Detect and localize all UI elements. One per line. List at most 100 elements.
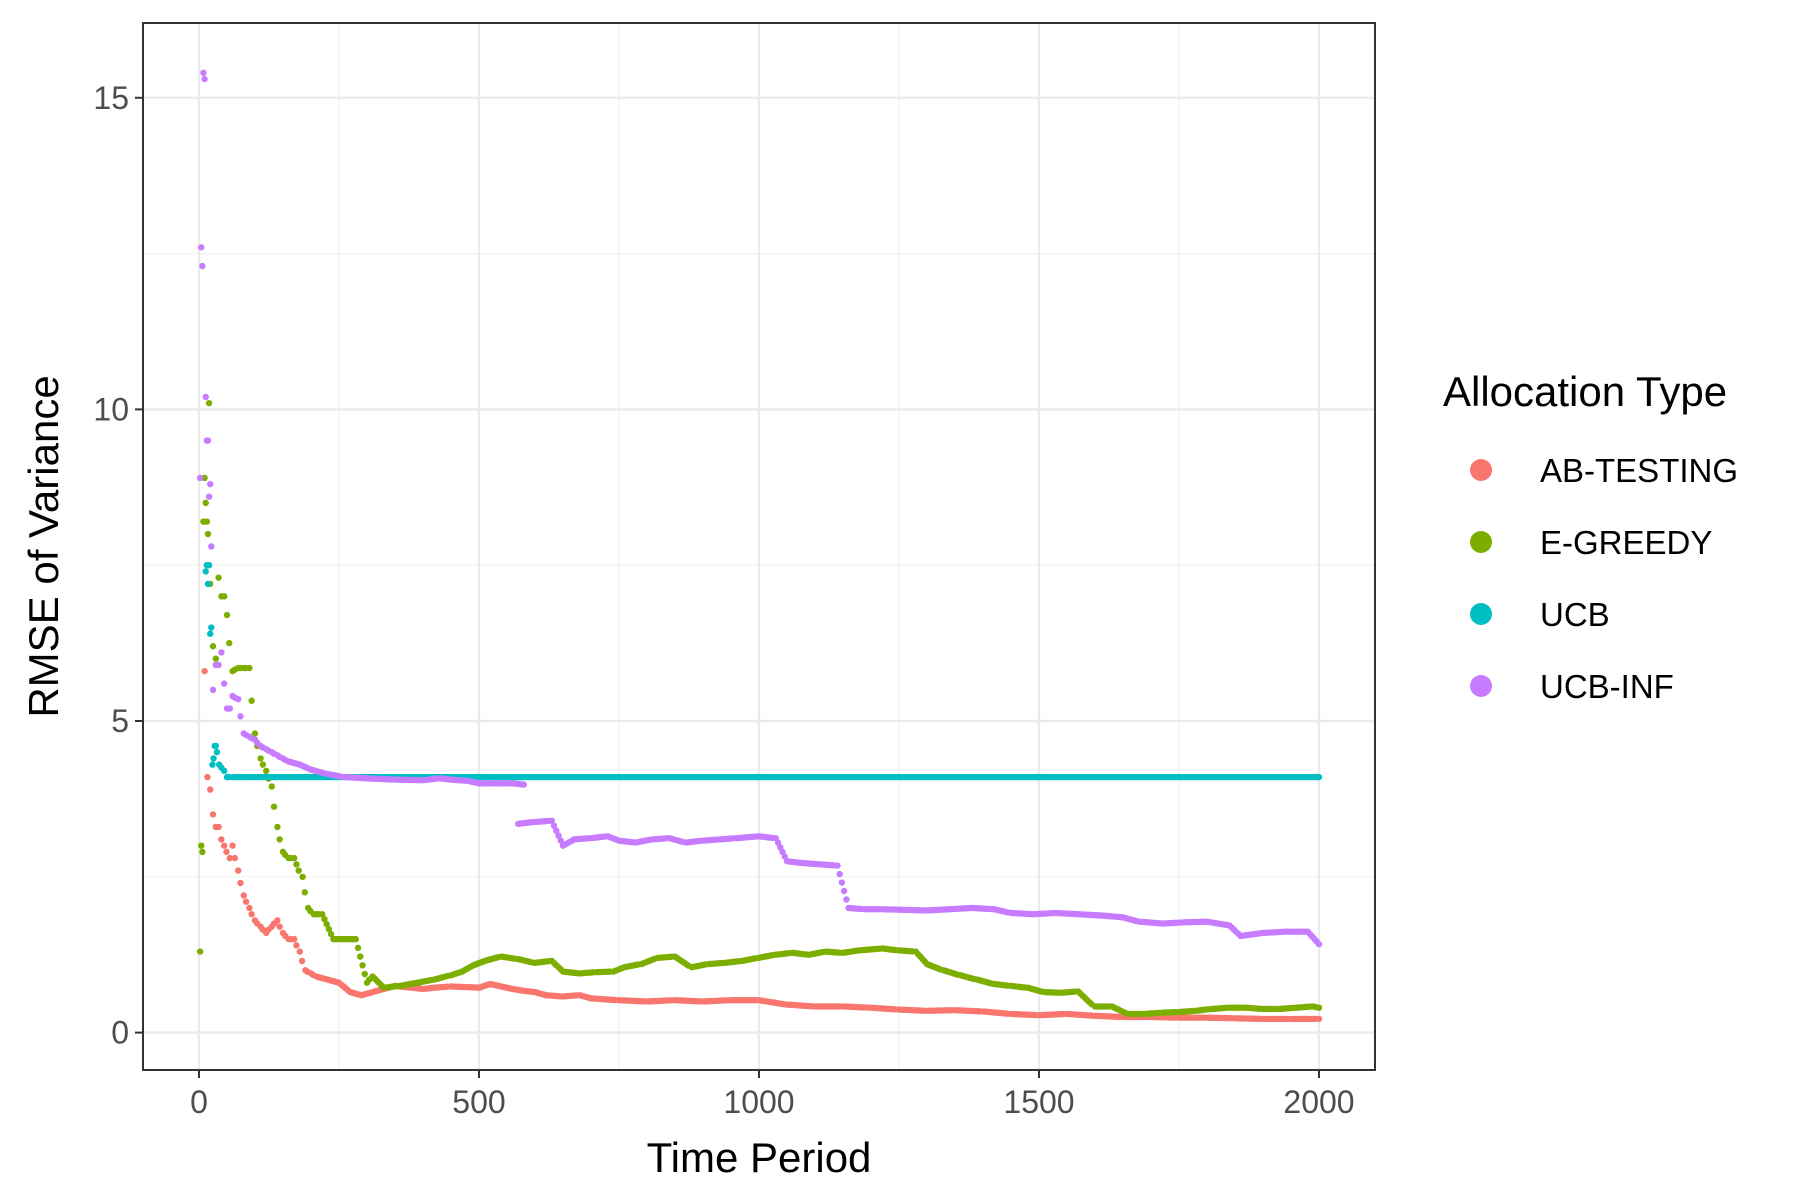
data-point <box>221 680 228 687</box>
x-tick-label: 500 <box>452 1084 505 1120</box>
data-point <box>553 827 560 834</box>
data-point <box>276 923 283 930</box>
data-point <box>209 686 217 694</box>
data-point <box>354 944 362 952</box>
data-point <box>205 561 213 569</box>
data-point <box>361 970 368 978</box>
data-point <box>557 837 564 844</box>
data-point <box>270 803 278 810</box>
data-point <box>204 530 212 538</box>
data-point <box>235 867 242 874</box>
data-point <box>295 867 302 874</box>
data-point <box>291 854 298 862</box>
series-ucb-inf <box>196 69 1323 948</box>
data-point <box>198 244 205 251</box>
data-point <box>836 870 843 878</box>
data-point <box>1315 940 1323 948</box>
data-point <box>251 730 259 737</box>
data-point <box>291 935 298 943</box>
data-point <box>1315 773 1323 781</box>
data-point <box>237 879 244 887</box>
data-point <box>263 767 270 775</box>
data-point <box>196 474 204 482</box>
data-point <box>209 811 217 818</box>
data-point <box>248 910 255 918</box>
data-point <box>208 624 215 631</box>
data-point <box>212 655 219 662</box>
data-point <box>221 593 228 600</box>
data-point <box>204 773 211 781</box>
data-point <box>210 755 217 762</box>
legend-title: Allocation Type <box>1443 368 1727 415</box>
series-ucb <box>202 561 1323 781</box>
data-point <box>325 925 333 933</box>
data-point <box>212 742 219 750</box>
data-point <box>1315 1004 1323 1011</box>
data-point <box>231 854 239 862</box>
data-point <box>323 920 330 928</box>
data-point <box>843 896 850 903</box>
legend-item-ucb-inf: UCB-INF <box>1470 668 1674 705</box>
data-point <box>199 262 206 270</box>
data-point <box>208 543 215 550</box>
data-point <box>229 842 236 849</box>
data-point <box>321 915 328 923</box>
data-point <box>242 898 250 905</box>
data-points <box>196 69 1323 1023</box>
legend-item-ucb: UCB <box>1470 596 1610 633</box>
data-point <box>293 942 300 949</box>
data-point <box>357 953 364 960</box>
x-tick-label: 1000 <box>723 1084 794 1120</box>
data-point <box>226 639 233 647</box>
data-point <box>352 935 359 943</box>
data-point <box>215 574 222 581</box>
data-point <box>257 755 264 762</box>
data-point <box>834 862 841 869</box>
data-point <box>204 580 212 588</box>
legend-label: E-GREEDY <box>1540 524 1712 561</box>
data-point <box>237 713 244 720</box>
data-point <box>202 393 209 401</box>
data-point <box>319 910 326 918</box>
legend-key <box>1470 603 1492 625</box>
data-point <box>202 499 209 507</box>
data-point <box>196 948 204 955</box>
x-tick-label: 1500 <box>1003 1084 1074 1120</box>
legend: Allocation Type AB-TESTING E-GREEDY UCB UCB… <box>1443 368 1738 705</box>
data-point <box>205 399 213 407</box>
legend-label: AB-TESTING <box>1540 452 1738 489</box>
data-point <box>201 75 208 83</box>
data-point <box>221 842 228 849</box>
data-point <box>246 904 253 912</box>
data-point <box>550 822 558 829</box>
x-tick-label: 0 <box>190 1084 208 1120</box>
data-point <box>259 761 267 768</box>
x-tick-label: 2000 <box>1283 1084 1354 1120</box>
data-point <box>218 649 225 656</box>
series-e-greedy <box>196 399 1323 1018</box>
x-axis-title: Time Period <box>647 1134 872 1181</box>
data-point <box>359 962 366 969</box>
data-point <box>299 873 306 881</box>
data-point <box>246 664 253 672</box>
data-point <box>223 611 231 619</box>
data-point <box>274 917 281 924</box>
data-point <box>207 786 214 793</box>
data-point <box>207 630 214 637</box>
data-point <box>201 667 208 675</box>
legend-item-e-greedy: E-GREEDY <box>1470 524 1712 561</box>
data-point <box>218 836 225 843</box>
legend-key <box>1470 459 1492 481</box>
data-point <box>215 661 222 669</box>
data-point <box>240 892 247 899</box>
axis-ticks: 0 500 1000 1500 2000 0 5 10 15 <box>93 80 1354 1120</box>
data-point <box>205 493 213 500</box>
y-tick-label: 5 <box>111 703 129 739</box>
legend-item-ab-testing: AB-TESTING <box>1470 452 1738 489</box>
y-tick-label: 15 <box>93 80 129 116</box>
data-point <box>276 836 283 843</box>
data-point <box>202 568 209 575</box>
data-point <box>226 854 233 862</box>
data-point <box>215 823 222 831</box>
